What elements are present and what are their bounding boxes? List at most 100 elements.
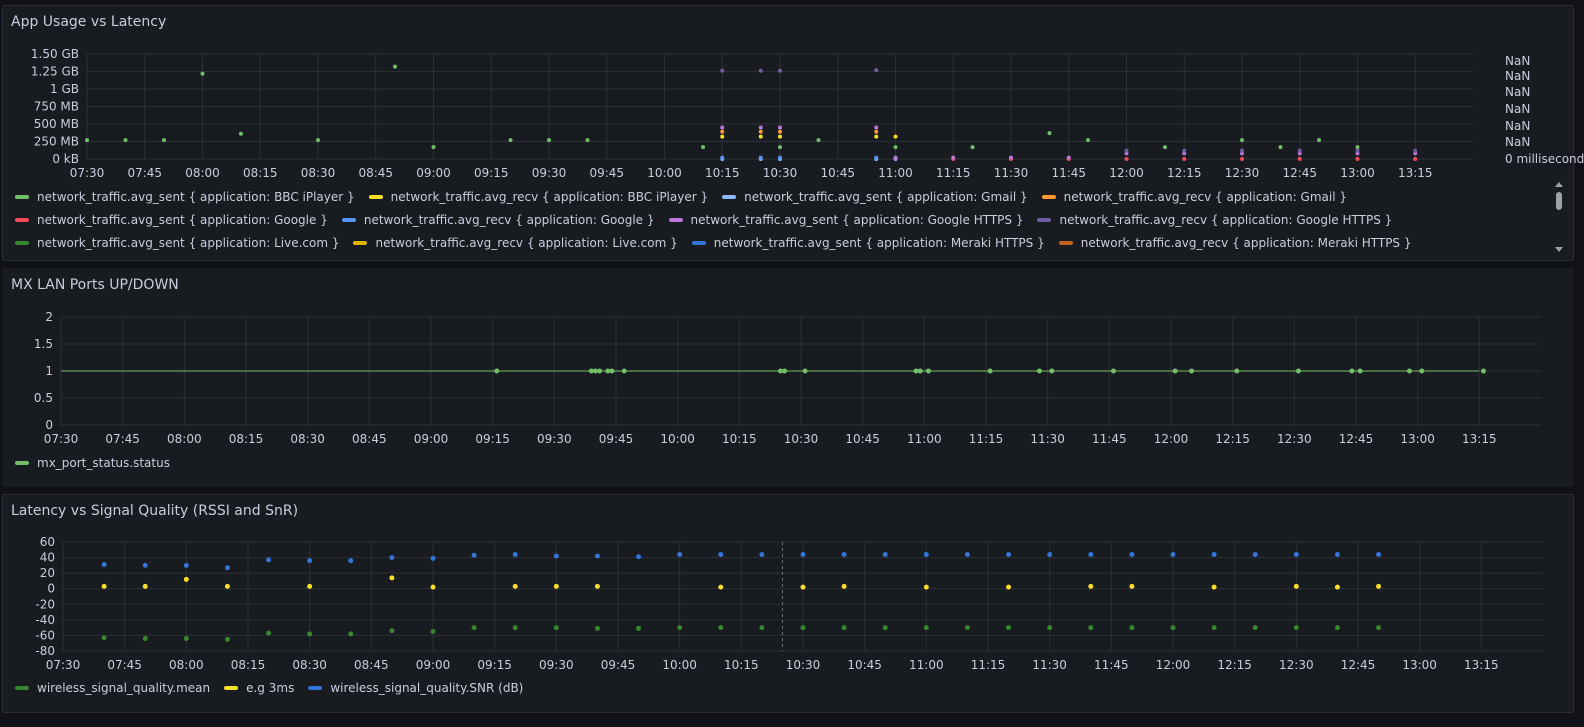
- legend-item[interactable]: wireless_signal_quality.SNR (dB): [308, 677, 523, 700]
- legend-scrollbar[interactable]: [1555, 182, 1563, 252]
- data-point[interactable]: [1355, 157, 1360, 161]
- data-point[interactable]: [142, 583, 148, 589]
- data-point[interactable]: [85, 138, 89, 143]
- legend-item[interactable]: network_traffic.avg_recv { application: …: [1058, 232, 1412, 255]
- data-point[interactable]: [393, 64, 397, 69]
- data-point[interactable]: [1278, 145, 1283, 150]
- data-point[interactable]: [1211, 551, 1217, 557]
- data-point[interactable]: [1355, 145, 1360, 150]
- data-point[interactable]: [592, 368, 598, 374]
- data-point[interactable]: [923, 584, 929, 590]
- data-point[interactable]: [1047, 131, 1052, 136]
- legend-item[interactable]: network_traffic.avg_sent { application: …: [15, 232, 339, 255]
- data-point[interactable]: [1376, 625, 1382, 631]
- data-point[interactable]: [893, 134, 898, 139]
- data-point[interactable]: [389, 575, 395, 581]
- scroll-up-icon[interactable]: [1555, 182, 1563, 187]
- data-point[interactable]: [1293, 551, 1299, 557]
- data-point[interactable]: [1086, 138, 1090, 143]
- data-point[interactable]: [142, 562, 148, 568]
- data-point[interactable]: [1036, 368, 1042, 374]
- data-point[interactable]: [964, 625, 970, 631]
- data-point[interactable]: [183, 562, 189, 568]
- data-point[interactable]: [778, 145, 782, 150]
- data-point[interactable]: [430, 629, 436, 635]
- legend-item[interactable]: network_traffic.avg_sent { application: …: [15, 186, 355, 209]
- data-point[interactable]: [1406, 368, 1412, 374]
- data-point[interactable]: [508, 138, 513, 143]
- data-point[interactable]: [1124, 151, 1129, 156]
- data-point[interactable]: [893, 145, 898, 150]
- data-point[interactable]: [307, 558, 313, 564]
- data-point[interactable]: [1334, 584, 1340, 590]
- data-point[interactable]: [1006, 625, 1012, 631]
- data-point[interactable]: [1172, 368, 1178, 374]
- data-point[interactable]: [1182, 157, 1187, 161]
- data-point[interactable]: [431, 145, 436, 150]
- data-point[interactable]: [389, 628, 395, 634]
- data-point[interactable]: [758, 68, 763, 73]
- data-point[interactable]: [1189, 368, 1195, 374]
- data-point[interactable]: [101, 635, 107, 641]
- data-point[interactable]: [1240, 157, 1244, 161]
- data-point[interactable]: [494, 368, 500, 374]
- data-point[interactable]: [1163, 145, 1167, 150]
- data-point[interactable]: [123, 138, 128, 143]
- legend-item[interactable]: network_traffic.avg_recv { application: …: [1037, 209, 1392, 232]
- data-point[interactable]: [1334, 551, 1340, 557]
- data-point[interactable]: [1413, 157, 1418, 161]
- data-point[interactable]: [720, 125, 725, 130]
- data-point[interactable]: [758, 129, 763, 134]
- data-point[interactable]: [224, 583, 230, 589]
- data-point[interactable]: [800, 584, 806, 590]
- data-point[interactable]: [1240, 151, 1244, 156]
- data-point[interactable]: [605, 368, 611, 374]
- data-point[interactable]: [1170, 625, 1176, 631]
- data-point[interactable]: [1129, 551, 1135, 557]
- data-point[interactable]: [701, 145, 705, 150]
- data-point[interactable]: [1355, 148, 1360, 153]
- data-point[interactable]: [307, 583, 313, 589]
- data-point[interactable]: [430, 555, 436, 561]
- data-point[interactable]: [720, 155, 725, 160]
- scroll-thumb[interactable]: [1556, 192, 1562, 210]
- data-point[interactable]: [348, 558, 354, 564]
- data-point[interactable]: [348, 631, 354, 637]
- data-point[interactable]: [1006, 551, 1012, 557]
- data-point[interactable]: [1006, 584, 1012, 590]
- data-point[interactable]: [1297, 157, 1302, 161]
- data-point[interactable]: [759, 551, 765, 557]
- data-point[interactable]: [1240, 138, 1244, 143]
- data-point[interactable]: [778, 68, 782, 73]
- data-point[interactable]: [183, 636, 189, 642]
- data-point[interactable]: [816, 138, 821, 143]
- data-point[interactable]: [636, 554, 642, 560]
- data-point[interactable]: [841, 583, 847, 589]
- data-point[interactable]: [553, 583, 559, 589]
- data-point[interactable]: [1009, 155, 1013, 160]
- data-point[interactable]: [718, 551, 724, 557]
- data-point[interactable]: [512, 583, 518, 589]
- data-point[interactable]: [1110, 368, 1116, 374]
- data-point[interactable]: [1240, 148, 1244, 153]
- data-point[interactable]: [512, 625, 518, 631]
- data-point[interactable]: [200, 71, 205, 76]
- legend-item[interactable]: network_traffic.avg_sent { application: …: [722, 186, 1028, 209]
- data-point[interactable]: [874, 129, 879, 134]
- data-point[interactable]: [1357, 368, 1363, 374]
- data-point[interactable]: [720, 68, 725, 73]
- data-point[interactable]: [923, 625, 929, 631]
- data-point[interactable]: [800, 551, 806, 557]
- data-point[interactable]: [1293, 583, 1299, 589]
- legend-item[interactable]: network_traffic.avg_sent { application: …: [668, 209, 1023, 232]
- data-point[interactable]: [874, 155, 879, 160]
- data-point[interactable]: [1376, 583, 1382, 589]
- data-point[interactable]: [951, 155, 956, 160]
- data-point[interactable]: [917, 368, 923, 374]
- data-point[interactable]: [841, 625, 847, 631]
- legend-item[interactable]: network_traffic.avg_recv { application: …: [341, 209, 655, 232]
- data-point[interactable]: [597, 368, 603, 374]
- data-point[interactable]: [1066, 155, 1071, 160]
- data-point[interactable]: [1349, 368, 1355, 374]
- data-point[interactable]: [874, 125, 879, 130]
